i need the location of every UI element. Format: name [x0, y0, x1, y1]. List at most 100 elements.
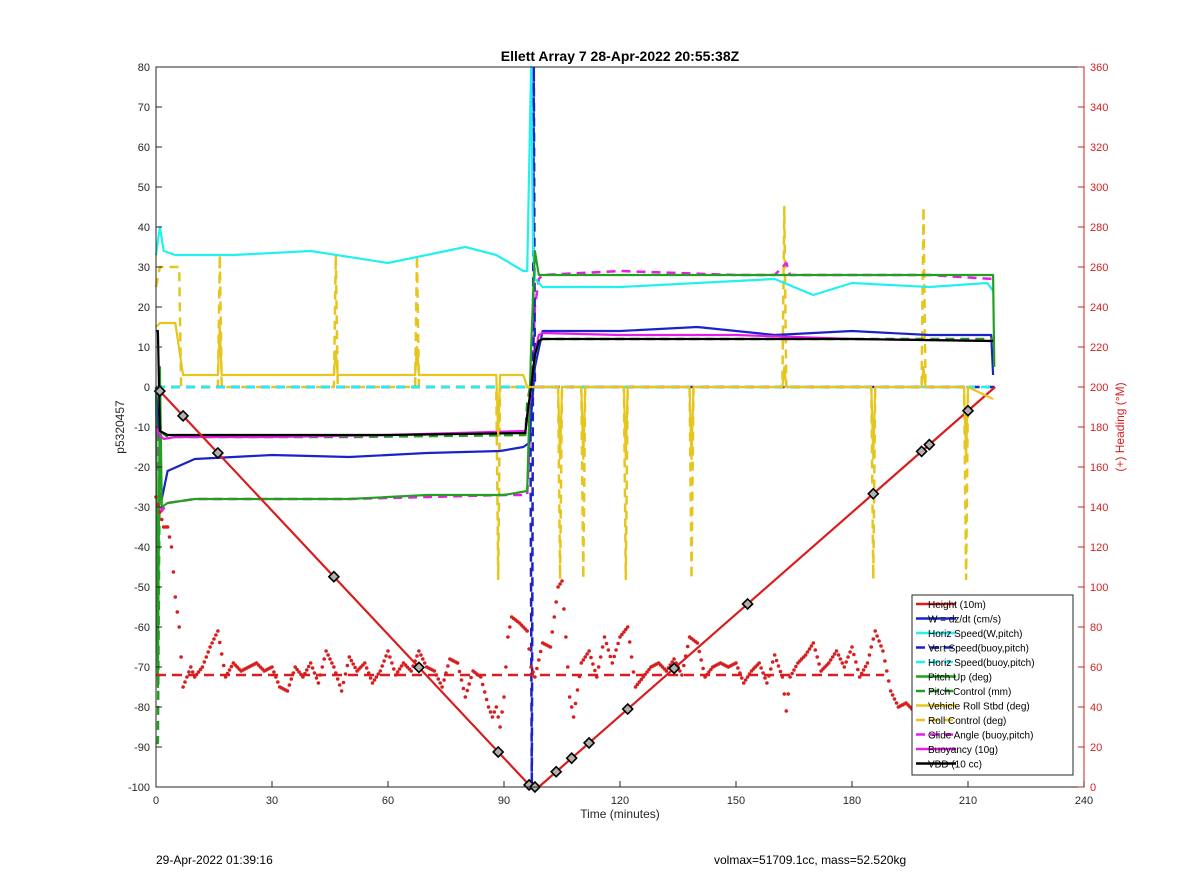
legend-entry: Horiz Speed(buoy,pitch)	[928, 658, 1035, 669]
legend-entry: Roll Control (deg)	[928, 716, 1006, 727]
footer-info: volmax=51709.1cc, mass=52.520kg	[714, 853, 907, 867]
heading-point	[339, 689, 344, 693]
heading-point	[633, 685, 638, 689]
heading-point	[500, 710, 504, 714]
y-tick-label: -70	[134, 662, 150, 674]
heading-point	[492, 710, 497, 714]
heading-point	[397, 667, 402, 671]
heading-point	[463, 695, 468, 699]
heading-point	[635, 682, 640, 687]
heading-point	[612, 654, 616, 659]
heading-point	[869, 645, 874, 649]
heading-point	[173, 595, 178, 599]
y2-tick-label: 60	[1090, 662, 1102, 674]
heading-point	[177, 625, 181, 629]
legend-entry: Pitch Control (mm)	[928, 687, 1011, 698]
heading-point	[345, 663, 350, 668]
depth-marker	[176, 409, 190, 422]
depth-marker	[582, 736, 596, 750]
heading-point	[531, 670, 535, 674]
legend-entry: Horiz Speed(W,pitch)	[928, 629, 1022, 640]
heading-point	[596, 665, 601, 669]
heading-point	[610, 661, 615, 665]
heading-point	[308, 661, 313, 665]
heading-point	[682, 663, 686, 668]
heading-point	[598, 655, 603, 659]
heading-point	[807, 647, 812, 651]
heading-point	[571, 715, 576, 719]
y2-tick-label: 340	[1090, 102, 1108, 114]
heading-point	[326, 653, 330, 657]
heading-point	[585, 652, 589, 656]
heading-point	[589, 655, 593, 660]
heading-point	[467, 682, 472, 686]
heading-point	[328, 657, 332, 661]
heading-point	[709, 667, 713, 672]
heading-point	[415, 654, 419, 658]
heading-point	[417, 649, 421, 653]
heading-point	[368, 676, 373, 680]
heading-point	[337, 683, 342, 687]
heading-point	[670, 660, 674, 664]
heading-point	[784, 709, 789, 713]
heading-point	[324, 649, 328, 653]
heading-point	[486, 705, 491, 709]
heading-point	[548, 645, 553, 649]
y-axis-label: p5320457	[113, 400, 127, 454]
heading-point	[378, 669, 383, 673]
heading-point	[189, 665, 193, 669]
heading-point	[809, 644, 814, 648]
heading-point	[776, 664, 781, 668]
heading-point	[828, 658, 833, 662]
heading-point	[504, 665, 508, 669]
x-axis: 0 30 60 90 120 150 180 210 240	[153, 781, 1093, 807]
y2-tick-label: 220	[1090, 342, 1108, 354]
heading-point	[388, 655, 392, 659]
heading-point	[364, 666, 369, 670]
heading-point	[645, 670, 649, 674]
heading-point	[616, 641, 620, 646]
y-tick-label: 60	[138, 142, 150, 154]
y-tick-label: -100	[128, 782, 150, 794]
y2-tick-label: 0	[1090, 782, 1096, 794]
heading-point	[637, 680, 642, 684]
y-tick-label: 20	[138, 302, 150, 314]
heading-point	[310, 666, 315, 670]
legend-entry: Height (10m)	[928, 600, 986, 611]
heading-point	[778, 669, 783, 674]
heading-point	[212, 637, 216, 641]
heading-point	[216, 629, 220, 633]
heading-point	[813, 648, 818, 652]
y-tick-label: -90	[134, 742, 150, 754]
y2-tick-label: 280	[1090, 222, 1108, 234]
depth-marker	[153, 384, 166, 398]
heading-point	[181, 685, 185, 689]
heading-point	[850, 645, 854, 649]
heading-point	[618, 635, 622, 639]
heading-point	[625, 625, 630, 629]
heading-point	[363, 661, 367, 665]
heading-point	[204, 655, 209, 659]
heading-point	[167, 535, 172, 539]
legend-entry: W = dz/dt (cm/s)	[928, 615, 1001, 626]
heading-point	[185, 675, 189, 679]
depth-marker	[621, 702, 634, 716]
heading-point	[569, 705, 574, 709]
heading-point	[567, 695, 572, 699]
heading-point	[287, 683, 292, 687]
heading-point	[832, 652, 837, 656]
y2-tick-label: 180	[1090, 422, 1108, 434]
heading-point	[289, 677, 294, 681]
heading-point	[347, 655, 352, 659]
heading-point	[332, 665, 336, 669]
depth-marker	[961, 404, 975, 417]
y2-tick-label: 140	[1090, 502, 1108, 514]
x-tick-label: 240	[1075, 795, 1093, 807]
heading-point	[419, 653, 423, 657]
y-tick-label: 30	[138, 262, 150, 274]
series-line-11	[156, 329, 994, 437]
heading-point	[183, 680, 187, 684]
heading-point	[465, 688, 470, 693]
heading-point	[834, 649, 839, 653]
heading-point	[624, 627, 628, 632]
